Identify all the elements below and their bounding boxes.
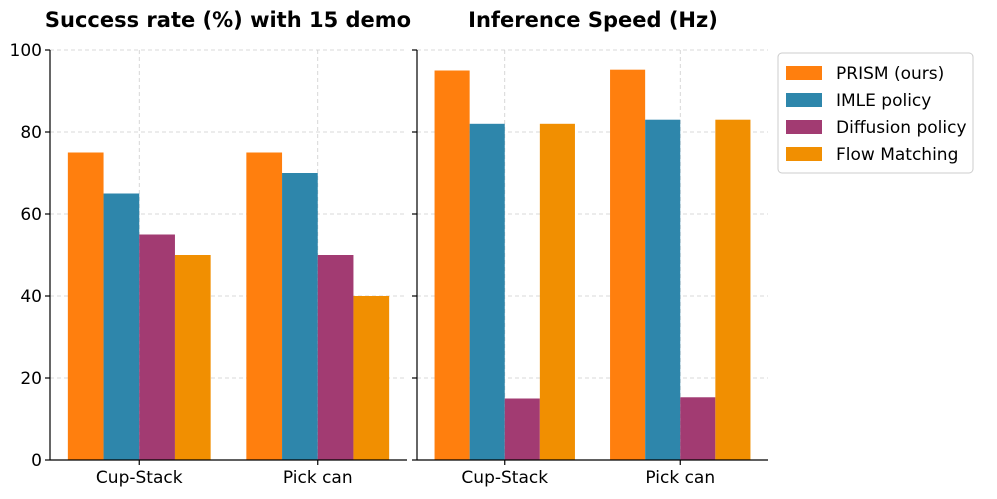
bar-imle-policy-pick-can (645, 119, 681, 460)
y-tick-label: 80 (20, 123, 42, 143)
legend: PRISM (ours) IMLE policy Diffusion policy F… (777, 52, 974, 174)
chart-title: Inference Speed (Hz) (468, 8, 718, 32)
bar-flow-matching-cup-stack (539, 123, 575, 461)
x-tick-label: Pick can (645, 468, 715, 488)
legend-swatch (786, 93, 822, 107)
bar-diffusion-policy-cup-stack (504, 398, 540, 460)
legend-entry-label: Flow Matching (836, 145, 958, 165)
legend-swatch (786, 120, 822, 134)
y-tick-label: 60 (20, 205, 42, 225)
y-tick-label: 20 (20, 369, 42, 389)
chart-title: Success rate (%) with 15 demo (45, 8, 411, 32)
legend-entry-label: PRISM (ours) (836, 64, 944, 84)
y-tick-label: 40 (20, 287, 42, 307)
bar-imle-policy-cup-stack (469, 123, 505, 461)
y-tick-label: 100 (10, 41, 42, 61)
bar-diffusion-policy-pick-can (317, 255, 354, 460)
bar-imle-policy-pick-can (282, 173, 318, 460)
x-tick-label: Cup-Stack (461, 468, 548, 488)
bar-diffusion-policy-cup-stack (139, 234, 175, 460)
legend-entry-label: Diffusion policy (836, 118, 967, 138)
legend-entry-label: IMLE policy (836, 91, 931, 111)
bar-flow-matching-pick-can (353, 296, 390, 460)
legend-swatch (786, 147, 822, 161)
legend-frame (777, 52, 974, 174)
bar-flow-matching-cup-stack (174, 255, 211, 460)
bar-prism-ours--cup-stack (67, 152, 104, 460)
bar-prism-ours--pick-can (610, 69, 646, 461)
x-tick-label: Pick can (283, 468, 353, 488)
chart-panel-1: 0 20 40 60 80 100 Cup-Stack Pick can Success rat… (10, 8, 412, 488)
chart-panel-2: Cup-Stack Pick can Inference Speed (Hz) (412, 8, 768, 488)
bar-prism-ours--cup-stack (434, 70, 470, 460)
bar-imle-policy-cup-stack (103, 193, 140, 460)
legend-swatch (786, 66, 822, 80)
bar-diffusion-policy-pick-can (680, 397, 716, 460)
x-tick-label: Cup-Stack (96, 468, 183, 488)
bar-prism-ours--pick-can (246, 152, 283, 460)
bar-flow-matching-pick-can (715, 119, 751, 460)
y-tick-label: 0 (31, 451, 42, 471)
